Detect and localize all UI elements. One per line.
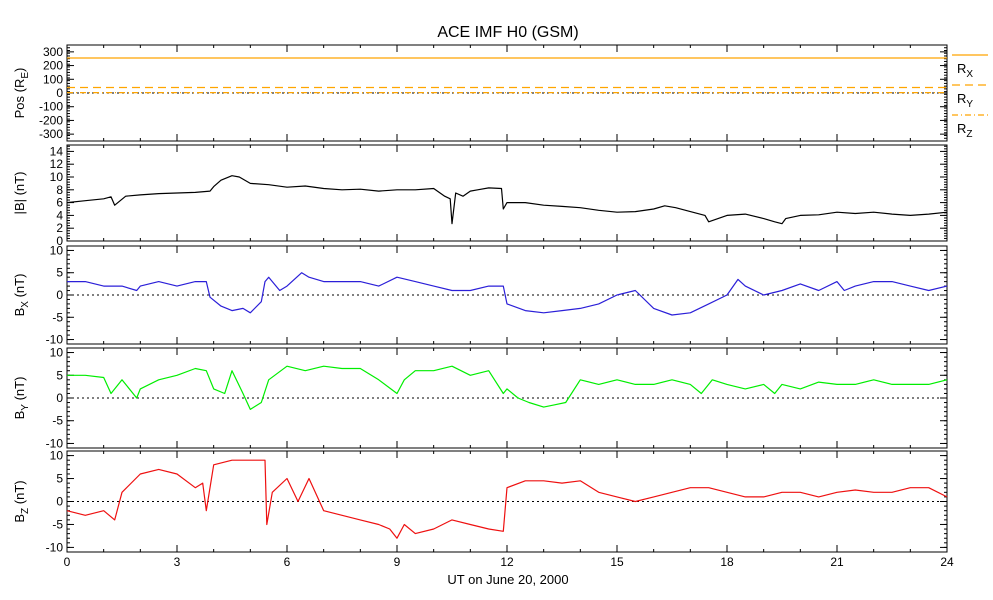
- y-axis-label-end: (nT): [12, 274, 27, 301]
- y-axis-label-text: B: [12, 411, 27, 420]
- legend-label-text: R: [957, 121, 966, 136]
- legend-label-sub: Z: [966, 129, 972, 140]
- x-axis-label: UT on June 20, 2000: [447, 572, 568, 587]
- y-tick-label: 5: [56, 368, 63, 382]
- y-tick-label: -5: [52, 310, 63, 324]
- y-tick-label: 8: [56, 183, 63, 197]
- x-tick-label: 18: [720, 555, 734, 569]
- legend-label-z: RZ: [957, 121, 973, 140]
- x-tick-label: 6: [284, 555, 291, 569]
- series-line-b: [66, 175, 948, 225]
- y-tick-label: 0: [56, 234, 63, 248]
- y-tick-label: 12: [50, 157, 64, 171]
- x-tick-label: 15: [610, 555, 624, 569]
- y-axis-label-text: |B| (nT): [12, 172, 27, 215]
- y-axis-label-end: ): [12, 68, 27, 72]
- y-tick-label: -5: [52, 517, 63, 531]
- legend-label-text: R: [957, 91, 966, 106]
- panel-bz: 10 5 0 -5 -10 BZ (nT): [12, 449, 948, 554]
- x-tick-label: 3: [174, 555, 181, 569]
- legend-label-text: R: [957, 61, 966, 76]
- y-tick-label: 0: [56, 288, 63, 302]
- y-tick-label: 10: [50, 243, 64, 257]
- panel-frame: [66, 144, 948, 242]
- legend-label-sub: X: [966, 69, 973, 80]
- y-axis-label-sub: E: [20, 72, 31, 79]
- y-axis-label-end: (nT): [12, 480, 27, 507]
- panel-by: 10 5 0 -5 -10 BY (nT): [12, 346, 948, 450]
- y-axis-label-pos: Pos (RE): [12, 68, 31, 119]
- series-line-by: [67, 365, 948, 410]
- x-tick-label: 21: [830, 555, 844, 569]
- y-tick-label: 10: [50, 449, 64, 463]
- y-axis-label-bx: BX (nT): [12, 274, 31, 317]
- y-axis-label-sub: Y: [20, 404, 31, 411]
- y-axis-label-end: (nT): [12, 377, 27, 404]
- y-axis-label-by: BY (nT): [12, 377, 31, 420]
- y-tick-label: 0: [56, 495, 63, 509]
- y-tick-label: 10: [50, 346, 64, 360]
- y-axis-label-text: B: [12, 308, 27, 317]
- y-axis-label-sub: X: [20, 301, 31, 308]
- y-tick-label: -200: [39, 113, 63, 127]
- x-tick-label: 0: [64, 555, 71, 569]
- y-axis-label-b: |B| (nT): [12, 172, 27, 215]
- y-tick-label: 10: [50, 170, 64, 184]
- series-line-bz: [66, 459, 948, 539]
- x-tick-label: 9: [394, 555, 401, 569]
- legend-label-x: RX: [957, 61, 973, 80]
- y-tick-label: 2: [56, 221, 63, 235]
- y-tick-label: 14: [50, 144, 64, 158]
- x-tick-label: 12: [500, 555, 514, 569]
- y-axis-label-text: B: [12, 514, 27, 523]
- y-tick-label: -10: [46, 333, 64, 347]
- y-tick-label: 100: [43, 72, 63, 86]
- y-axis-label-sub: Z: [20, 508, 31, 514]
- y-tick-label: 300: [43, 45, 63, 59]
- y-tick-label: 5: [56, 472, 63, 486]
- y-tick-label: -10: [46, 540, 64, 554]
- legend-label-y: RY: [957, 91, 973, 110]
- y-tick-label: 5: [56, 266, 63, 280]
- chart-title: ACE IMF H0 (GSM): [437, 24, 578, 41]
- y-tick-label: 0: [56, 391, 63, 405]
- y-tick-label: -100: [39, 100, 63, 114]
- y-axis-label-bz: BZ (nT): [12, 480, 31, 522]
- y-tick-label: 6: [56, 196, 63, 210]
- y-tick-label: 200: [43, 59, 63, 73]
- legend-label-sub: Y: [966, 99, 973, 110]
- series-line-bx: [67, 272, 948, 316]
- y-tick-label: -10: [46, 436, 64, 450]
- y-tick-label: 0: [56, 86, 63, 100]
- y-tick-label: -5: [52, 414, 63, 428]
- y-tick-label: -300: [39, 127, 63, 141]
- panel-bx: 10 5 0 -5 -10 BX (nT): [12, 243, 948, 347]
- y-tick-label: 4: [56, 208, 63, 222]
- y-axis-label-text: Pos (R: [12, 79, 27, 119]
- x-tick-label: 24: [940, 555, 954, 569]
